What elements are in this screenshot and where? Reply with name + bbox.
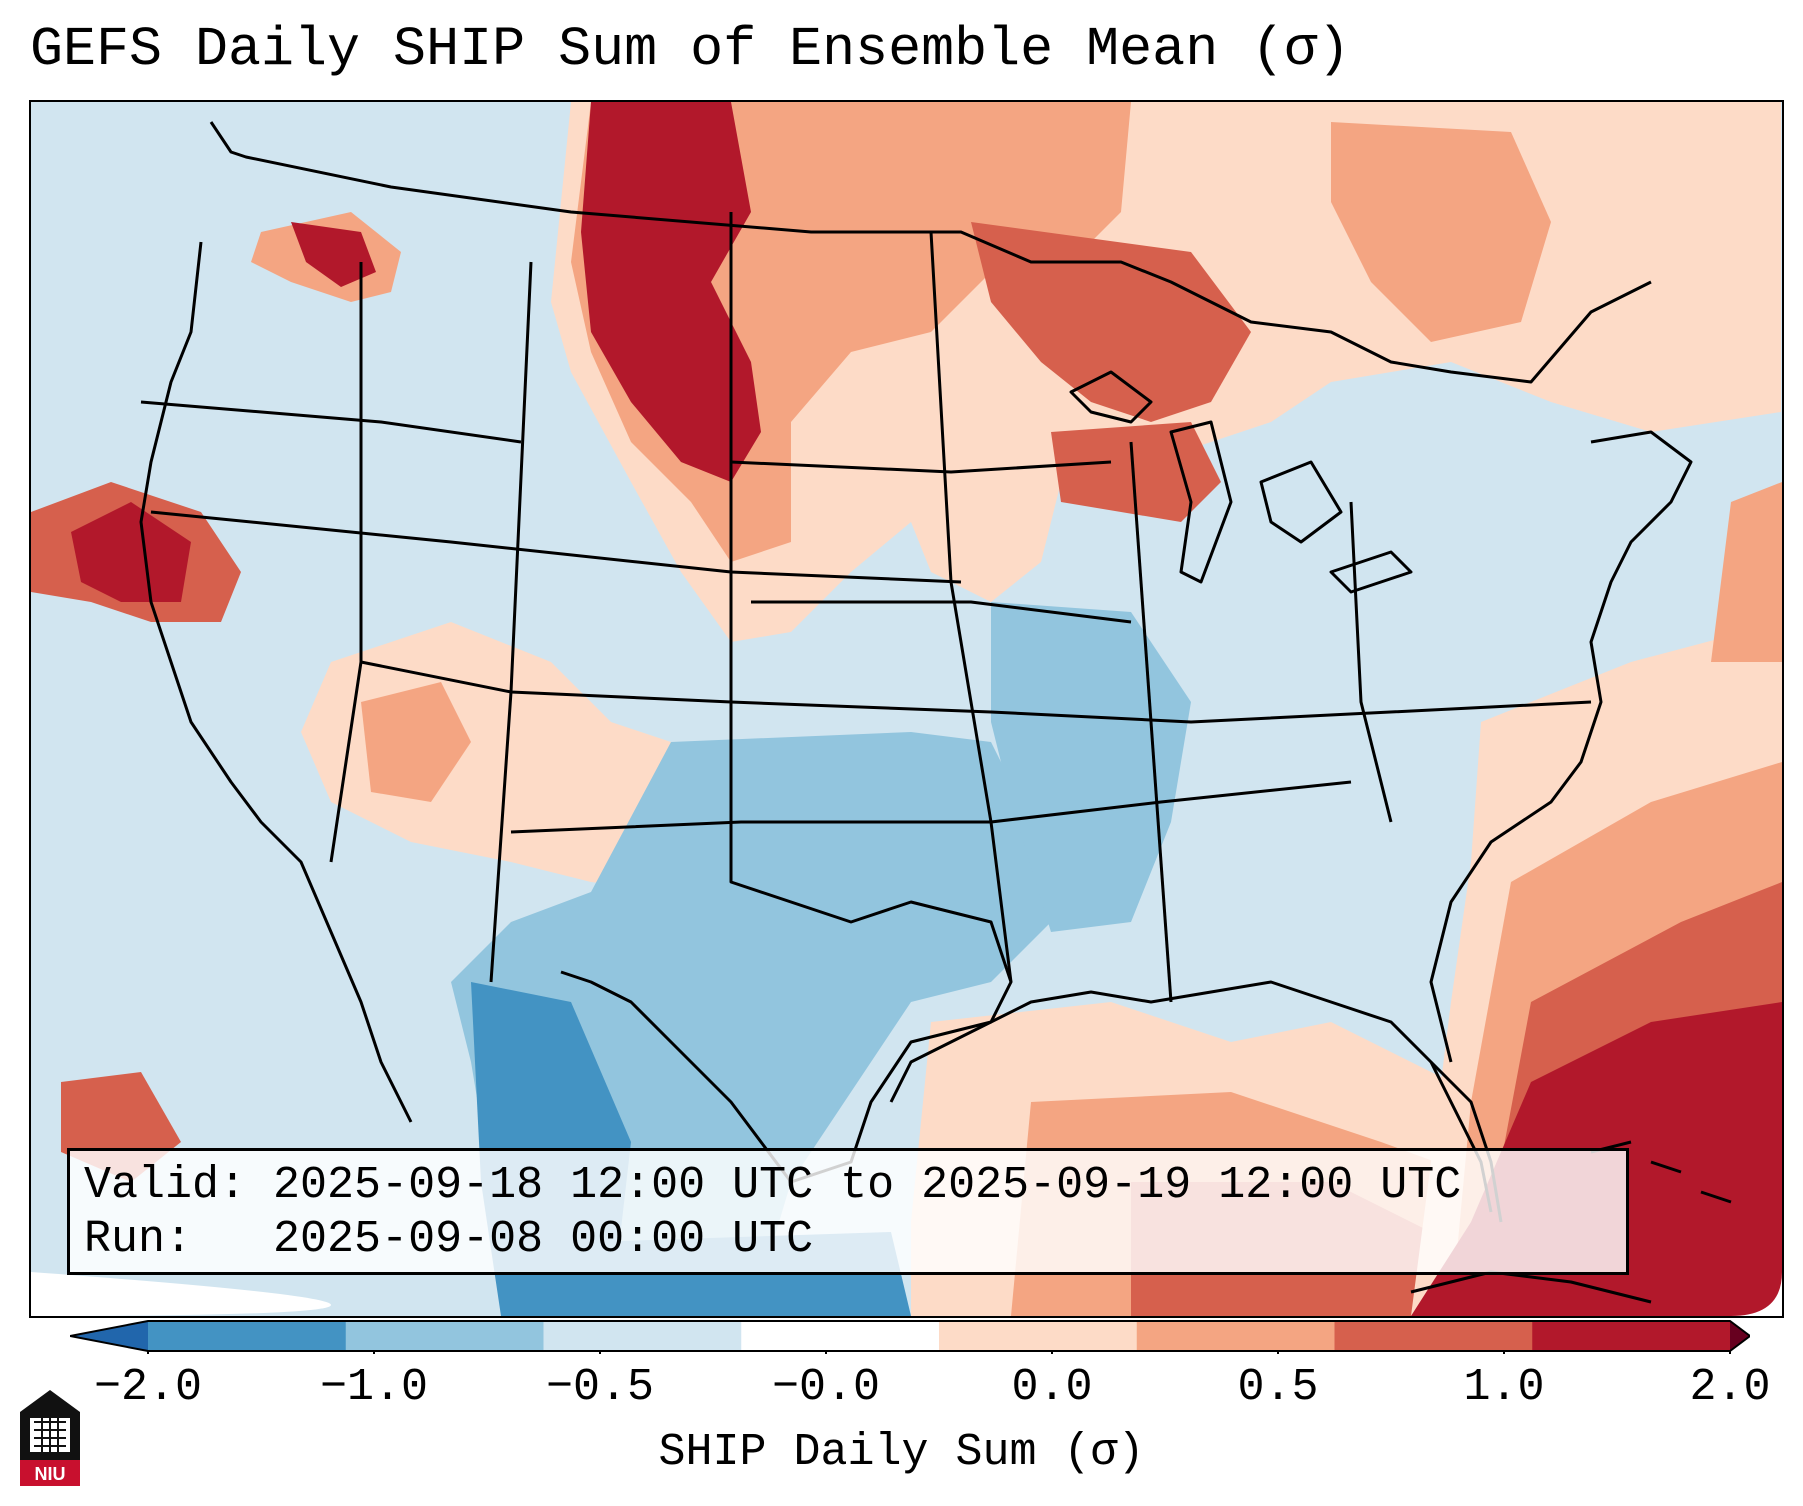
cuba-coast bbox=[1410, 1270, 1652, 1304]
niu-logo: NIU bbox=[20, 1390, 80, 1486]
map-panel bbox=[29, 100, 1784, 1318]
colorbar-label: SHIP Daily Sum (σ) bbox=[658, 1427, 1145, 1478]
region-arizona-warm bbox=[361, 682, 471, 802]
projection-corner-se bbox=[1731, 1272, 1782, 1316]
projection-corner-sw bbox=[31, 1272, 331, 1316]
lake-michigan bbox=[1169, 420, 1233, 584]
region-northern-rockies-hot bbox=[581, 102, 761, 482]
colorbar-tick-label: 0.0 bbox=[1011, 1362, 1093, 1413]
lake-superior bbox=[1069, 370, 1153, 424]
region-nova-scotia bbox=[1711, 482, 1782, 662]
colorbar-tick-label: −0.0 bbox=[771, 1362, 881, 1413]
state-line-pa-va bbox=[1349, 501, 1393, 823]
state-line-mn-ia bbox=[929, 231, 1013, 983]
region-quebec bbox=[1331, 122, 1551, 342]
colorbar-tick-label: −1.0 bbox=[319, 1362, 429, 1413]
state-line-ca-or bbox=[150, 510, 962, 584]
state-line-id-nv bbox=[329, 262, 363, 863]
colorbar-tick-label: 0.5 bbox=[1237, 1362, 1319, 1413]
gulf-coastline bbox=[889, 980, 1503, 1223]
valid-label: Valid: bbox=[84, 1160, 247, 1211]
texas-border bbox=[560, 822, 1013, 1184]
colorbar-underflow-triangle bbox=[70, 1321, 148, 1351]
valid-run-info-box: Valid: 2025-09-18 12:00 UTC to 2025-09-1… bbox=[67, 1148, 1629, 1275]
region-upper-midwest bbox=[971, 222, 1251, 422]
colorbar bbox=[70, 1320, 1750, 1354]
colorbar-segment bbox=[148, 1321, 347, 1351]
region-norcal-hot bbox=[71, 502, 191, 602]
colorbar-overflow-triangle bbox=[1730, 1321, 1750, 1351]
colorbar-tick-label: −0.5 bbox=[545, 1362, 655, 1413]
state-line-mt-co bbox=[489, 261, 533, 983]
map-svg bbox=[31, 102, 1782, 1316]
colorbar-segment bbox=[939, 1321, 1138, 1351]
boundaries bbox=[139, 121, 1732, 1304]
colorbar-tick-label: 2.0 bbox=[1689, 1362, 1771, 1413]
state-line-central bbox=[360, 660, 1592, 724]
logo-banner bbox=[20, 1460, 80, 1486]
valid-value: 2025-09-18 12:00 UTC to 2025-09-19 12:00… bbox=[273, 1160, 1462, 1211]
colorbar-segment bbox=[1136, 1321, 1335, 1351]
state-line-il-in bbox=[1129, 441, 1173, 1003]
colorbar-tick-label: −2.0 bbox=[93, 1362, 203, 1413]
chart-title: GEFS Daily SHIP Sum of Ensemble Mean (σ) bbox=[30, 18, 1351, 81]
lake-erie bbox=[1329, 550, 1413, 594]
colorbar-tick-label: 1.0 bbox=[1463, 1362, 1545, 1413]
region-wisconsin bbox=[1051, 422, 1221, 522]
lake-huron bbox=[1259, 460, 1343, 544]
colorbar-segment bbox=[1334, 1321, 1533, 1351]
colorbar-outline bbox=[70, 1320, 1750, 1352]
logo-grid bbox=[34, 1418, 66, 1452]
run-label: Run: bbox=[84, 1214, 193, 1265]
region-mississippi-valley bbox=[991, 602, 1191, 932]
region-washington-hot bbox=[291, 222, 376, 287]
state-line-sd-nd bbox=[730, 460, 1112, 474]
logo-text: NIU bbox=[35, 1464, 66, 1484]
us-canada-border bbox=[209, 121, 1652, 384]
state-line-or-wa bbox=[140, 400, 522, 444]
colorbar-segment bbox=[1532, 1321, 1731, 1351]
colorbar-segment bbox=[345, 1321, 544, 1351]
state-line-ks-ne bbox=[751, 600, 1132, 624]
colorbar-segment bbox=[741, 1321, 940, 1351]
west-coastline bbox=[139, 241, 413, 1123]
run-value: 2025-09-08 00:00 UTC bbox=[273, 1214, 814, 1265]
east-coastline bbox=[1429, 430, 1693, 1063]
colorbar-segment bbox=[543, 1321, 742, 1351]
